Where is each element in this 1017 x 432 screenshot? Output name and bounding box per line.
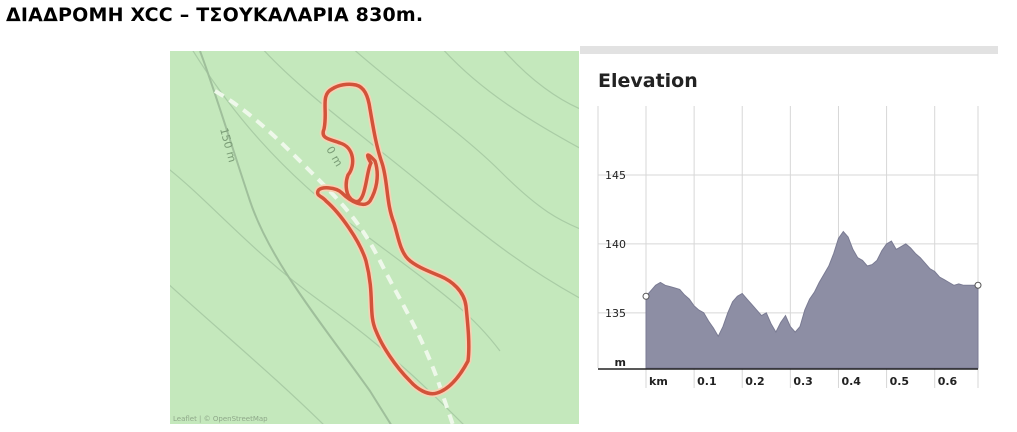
panel-top-bar xyxy=(580,46,998,54)
footpath xyxy=(214,89,455,424)
contour-label-150: 150 m xyxy=(217,126,239,163)
map-canvas[interactable]: 150 m 0 m xyxy=(170,51,579,424)
contour-label-2: 0 m xyxy=(323,144,345,169)
x-tick-label: 0.2 xyxy=(745,375,765,388)
y-tick-label: 140 xyxy=(605,238,626,251)
x-tick-label: 0.3 xyxy=(793,375,813,388)
x-tick-label: 0.6 xyxy=(938,375,958,388)
route-line[interactable] xyxy=(315,82,471,396)
page-title: ΔΙΑΔΡΟΜΗ XCC – ΤΣΟΥΚΑΛΑΡΙΑ 830m. xyxy=(6,4,424,26)
x-tick-label: 0.5 xyxy=(890,375,910,388)
elevation-panel: Elevation 135 140 145 m km 0.1 0.2 0.3 0.4 0.5 0.6 xyxy=(580,46,998,416)
map-attribution[interactable]: Leaflet | © OpenStreetMap xyxy=(173,415,268,423)
elevation-chart[interactable]: 135 140 145 m km 0.1 0.2 0.3 0.4 0.5 0.6 xyxy=(580,106,998,396)
y-axis-unit: m xyxy=(615,356,626,369)
start-marker[interactable] xyxy=(642,292,650,300)
x-tick-label: 0.4 xyxy=(841,375,861,388)
route-outline xyxy=(314,80,473,398)
route-map[interactable]: 150 m 0 m Leaflet | © OpenStreetMap xyxy=(170,51,579,424)
end-marker[interactable] xyxy=(974,281,982,289)
x-axis-unit: km xyxy=(649,375,668,388)
contour-lines xyxy=(170,51,579,424)
elevation-title: Elevation xyxy=(598,70,698,92)
y-tick-label: 145 xyxy=(605,169,626,182)
x-tick-label: 0.1 xyxy=(697,375,717,388)
y-tick-label: 135 xyxy=(605,307,626,320)
elevation-area[interactable] xyxy=(645,230,979,369)
track-line xyxy=(199,51,392,424)
